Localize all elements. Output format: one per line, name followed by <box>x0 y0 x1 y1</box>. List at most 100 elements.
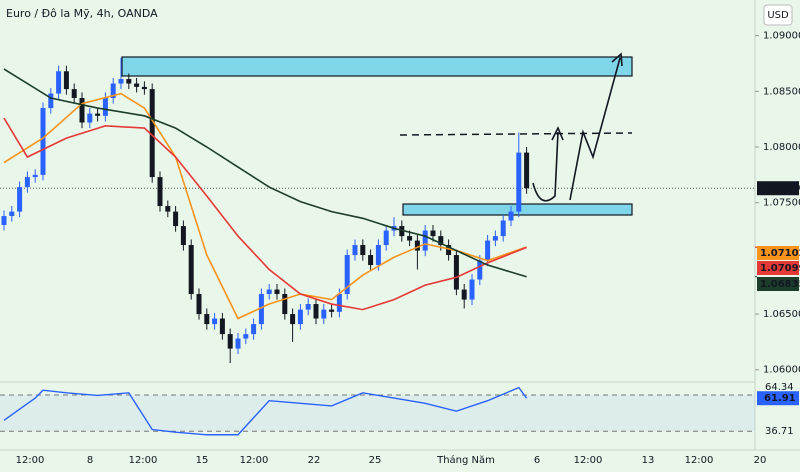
candle-body <box>95 113 101 116</box>
candle-body <box>126 79 132 84</box>
candle-body <box>438 236 444 246</box>
candle-body <box>266 289 272 295</box>
arrow-head <box>551 126 564 141</box>
price-label-box <box>757 246 799 260</box>
rsi-level-label: 64.34 <box>765 382 794 393</box>
rsi-line <box>3 386 528 436</box>
x-tick-label: 12:00 <box>16 455 45 466</box>
candle-body <box>71 89 77 99</box>
candle-body <box>407 236 413 241</box>
candle-body <box>461 289 467 300</box>
x-tick-label: 12:00 <box>574 455 603 466</box>
candle-body <box>344 255 350 295</box>
candle-body <box>110 83 116 99</box>
candle-body <box>188 245 194 295</box>
candle-body <box>243 334 249 339</box>
candle-body <box>235 338 241 349</box>
candle-body <box>204 314 210 325</box>
candle-body <box>24 177 30 188</box>
resistance-line <box>399 132 633 136</box>
candle-body <box>180 226 186 246</box>
y-tick-label: 1.06500 <box>763 309 800 320</box>
price-label-box <box>757 277 799 291</box>
candle-body <box>383 230 389 246</box>
candle-body <box>360 245 366 256</box>
x-tick-label: 12:00 <box>129 455 158 466</box>
x-tick-label: 8 <box>87 455 93 466</box>
x-tick-label: 22 <box>308 455 321 466</box>
candle-body <box>469 279 475 300</box>
candle-body <box>56 71 62 94</box>
candle-body <box>274 289 280 295</box>
candle-body <box>9 211 15 217</box>
projection-arrow <box>569 57 621 201</box>
candle-body <box>399 226 405 237</box>
candle-body <box>102 98 108 116</box>
candle-body <box>17 187 23 212</box>
y-tick-label: 1.09000 <box>763 31 800 42</box>
candle-body <box>375 245 381 266</box>
rsi-level-label: 36.71 <box>765 426 794 437</box>
price-label: 1.07630 <box>760 183 800 194</box>
candle-body <box>313 304 319 319</box>
candle-body <box>258 294 264 325</box>
candle-body <box>134 83 140 87</box>
x-tick-label: 25 <box>369 455 382 466</box>
currency-box[interactable] <box>763 4 793 26</box>
candle-body <box>321 309 327 319</box>
candle-body <box>282 294 288 315</box>
candle-body <box>453 255 459 290</box>
candle-body <box>352 245 358 256</box>
arrow-head <box>611 52 623 67</box>
candle-body <box>79 98 85 123</box>
rsi-band <box>0 395 755 432</box>
candle-body <box>149 89 155 178</box>
moving-average <box>3 92 527 320</box>
candle-body <box>305 304 311 310</box>
candle-body <box>336 294 342 312</box>
candle-body <box>1 216 7 225</box>
candle-body <box>40 108 46 175</box>
price-label-box <box>757 181 799 196</box>
y-tick-label: 1.07500 <box>763 198 800 209</box>
candle-body <box>227 334 233 349</box>
candle-body <box>485 240 491 261</box>
candle-body <box>87 113 93 123</box>
x-tick-label: 15 <box>196 455 209 466</box>
projection-arrow <box>532 131 559 202</box>
y-tick-label: 1.08500 <box>763 86 800 97</box>
rsi-value-label: 61.91 <box>764 393 796 404</box>
candle-body <box>329 309 335 312</box>
candle-body <box>508 211 514 221</box>
candle-body <box>212 318 218 325</box>
candle-body <box>446 245 452 256</box>
price-label: 1.07099 <box>760 263 800 274</box>
moving-average <box>3 117 527 311</box>
candle-body <box>251 324 257 335</box>
moving-average <box>3 68 527 278</box>
candle-body <box>414 240 420 251</box>
candle-body <box>63 71 69 90</box>
price-label: 1.06835 <box>760 279 800 290</box>
candle-body <box>196 294 202 315</box>
candle-body <box>492 236 498 241</box>
supply-zone <box>121 56 633 77</box>
x-tick-label: 13 <box>642 455 655 466</box>
candle-body <box>219 318 225 335</box>
x-tick-label: 20 <box>754 455 767 466</box>
candle-body <box>500 220 506 237</box>
y-tick-label: 1.08000 <box>763 142 800 153</box>
rsi-value-box <box>757 391 799 406</box>
candle-body <box>32 174 38 178</box>
x-tick-label: 12:00 <box>240 455 269 466</box>
x-tick-label: 6 <box>534 455 540 466</box>
price-label: 1.07102 <box>760 248 800 259</box>
candle-body <box>118 79 124 84</box>
candle-body <box>165 206 171 212</box>
candle-body <box>477 260 483 280</box>
candle-body <box>141 86 147 90</box>
candle-body <box>48 93 54 109</box>
candle-body <box>297 309 303 325</box>
price-label-box <box>757 261 799 275</box>
